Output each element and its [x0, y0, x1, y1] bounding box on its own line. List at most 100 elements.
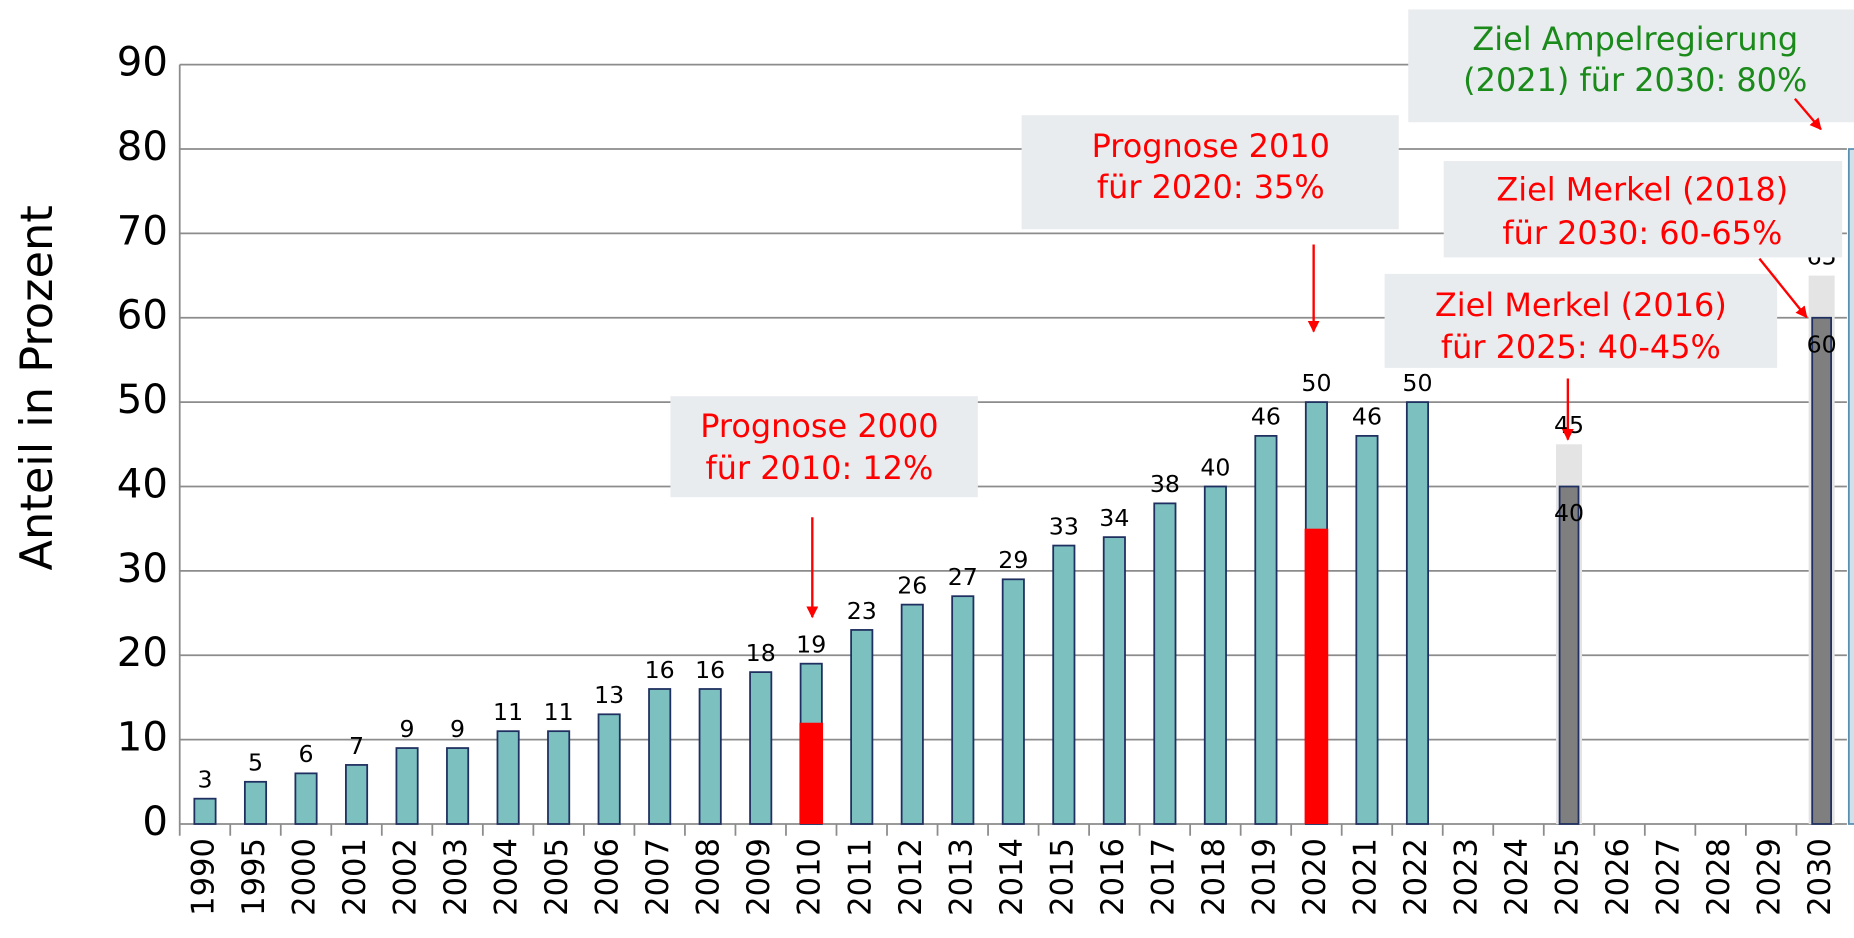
x-tick-label: 2027	[1652, 838, 1687, 916]
bar	[900, 603, 924, 825]
x-tick-label: 2003	[439, 838, 474, 916]
y-tick-label: 90	[117, 40, 168, 86]
bar	[193, 797, 217, 825]
value-label: 33	[1049, 512, 1079, 540]
x-tick-label: 2010	[793, 838, 828, 916]
bar	[294, 772, 318, 825]
x-tick-label: 2030	[1803, 838, 1838, 916]
x-tick-label: 2024	[1500, 838, 1535, 916]
bar	[1153, 502, 1177, 825]
annotation-text: für 2010: 12%	[705, 449, 933, 487]
value-label: 9	[400, 715, 415, 743]
annotation-text: Prognose 2010	[1092, 127, 1330, 165]
annotation-text: (2021) für 2030: 80%	[1463, 61, 1807, 99]
bar	[547, 730, 571, 825]
value-label: 9	[450, 715, 465, 743]
value-label: 60	[1807, 331, 1837, 359]
bar	[1304, 528, 1329, 824]
y-tick-label: 0	[142, 799, 168, 845]
annotation-text: für 2025: 40-45%	[1441, 328, 1721, 366]
value-label: 27	[948, 563, 978, 591]
value-label: 18	[746, 639, 776, 667]
annotation-box	[1021, 115, 1399, 230]
x-tick-label: 2029	[1753, 838, 1788, 916]
bar	[648, 688, 672, 825]
y-axis-label: Anteil in Prozent	[10, 205, 63, 570]
y-tick-label: 30	[117, 546, 168, 592]
value-label: 40	[1554, 499, 1584, 527]
y-tick-label: 80	[117, 124, 168, 170]
x-tick-label: 2021	[1348, 838, 1383, 916]
x-tick-label: 2025	[1550, 838, 1585, 916]
x-tick-label: 2028	[1702, 838, 1737, 916]
value-label: 16	[695, 656, 725, 684]
x-tick-label: 2004	[490, 838, 525, 916]
annotation-text: Ziel Merkel (2018)	[1496, 171, 1788, 209]
y-tick-label: 60	[117, 293, 168, 339]
x-tick-label: 2019	[1247, 838, 1282, 916]
annotation-text: für 2020: 35%	[1097, 168, 1325, 206]
bar	[1847, 148, 1854, 825]
bar	[951, 595, 975, 825]
annotation-box	[670, 396, 978, 498]
y-tick-label: 40	[117, 462, 168, 508]
bar	[850, 629, 874, 825]
x-tick-label: 2001	[338, 838, 373, 916]
bar	[345, 764, 369, 825]
bar	[1052, 544, 1076, 825]
x-tick-label: 2011	[843, 838, 878, 916]
value-label: 23	[847, 597, 877, 625]
x-tick-label: 2026	[1601, 838, 1636, 916]
bar	[1811, 316, 1832, 825]
bar	[1254, 434, 1278, 825]
bar	[597, 713, 621, 825]
bar	[1405, 401, 1430, 825]
x-tick-label: 2006	[591, 838, 626, 916]
bar	[1001, 578, 1025, 825]
annotation-text: Ziel Ampelregierung	[1472, 20, 1798, 58]
x-tick-label: 2016	[1096, 838, 1131, 916]
x-tick-label: 2012	[894, 838, 929, 916]
x-tick-label: 2015	[1045, 838, 1080, 916]
annotation-text: für 2030: 60-65%	[1502, 214, 1782, 252]
value-label: 38	[1150, 470, 1180, 498]
value-label: 46	[1352, 403, 1382, 431]
bar	[496, 730, 520, 825]
annotation-box	[1384, 273, 1778, 368]
value-label: 16	[645, 656, 675, 684]
value-label: 50	[1301, 369, 1331, 397]
annotation-box	[1408, 9, 1854, 123]
value-label: 29	[998, 546, 1028, 574]
x-tick-label: 2018	[1197, 838, 1232, 916]
bar	[698, 688, 722, 825]
annotation-arrow	[1793, 97, 1822, 131]
x-tick-label: 2023	[1449, 838, 1484, 916]
value-label: 26	[897, 572, 927, 600]
x-tick-label: 2013	[944, 838, 979, 916]
x-tick-label: 2017	[1146, 838, 1181, 916]
value-label: 50	[1402, 369, 1432, 397]
value-label: 11	[544, 698, 574, 726]
y-tick-label: 10	[117, 715, 168, 761]
value-label: 40	[1200, 453, 1230, 481]
annotation-arrow	[1758, 257, 1808, 319]
x-tick-label: 2000	[287, 838, 322, 916]
value-label: 13	[594, 681, 624, 709]
value-label: 19	[796, 631, 826, 659]
bar	[1355, 434, 1379, 825]
y-tick-label: 20	[117, 630, 168, 676]
annotation-box	[1443, 161, 1843, 258]
value-label: 34	[1099, 504, 1129, 532]
bar	[243, 780, 268, 825]
value-label: 46	[1251, 403, 1281, 431]
value-label: 6	[299, 740, 314, 768]
x-tick-label: 2014	[995, 838, 1030, 916]
bar	[395, 747, 419, 825]
y-tick-label: 70	[117, 208, 168, 254]
x-tick-label: 2005	[540, 838, 575, 916]
value-label: 11	[493, 698, 523, 726]
value-label: 7	[349, 732, 364, 760]
bar	[1203, 485, 1227, 825]
x-tick-label: 1995	[237, 838, 272, 916]
